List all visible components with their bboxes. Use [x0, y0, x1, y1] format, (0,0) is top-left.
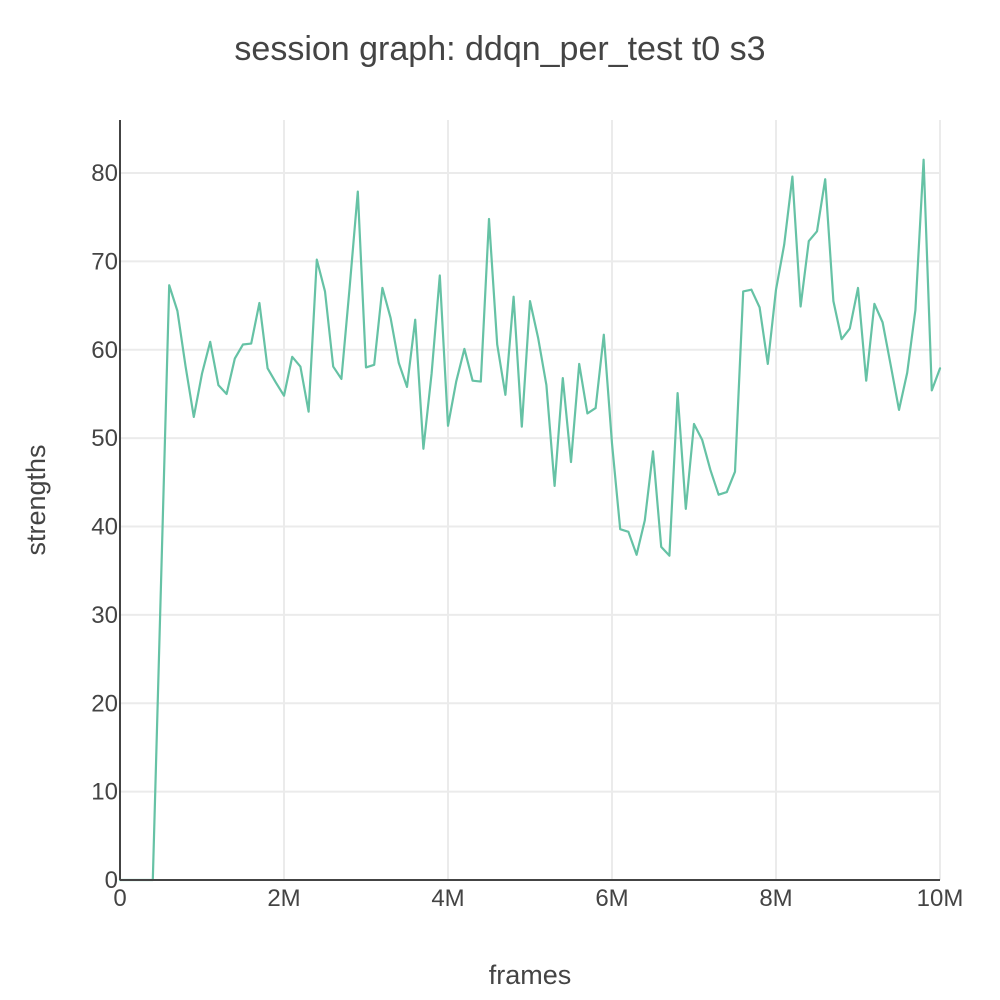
- y-tick-label: 0: [105, 867, 118, 894]
- y-tick-label: 20: [91, 690, 118, 717]
- y-tick-label: 10: [91, 779, 118, 806]
- x-tick-label: 0: [113, 885, 126, 912]
- y-tick-label: 70: [91, 248, 118, 275]
- y-gridlines: [120, 172, 940, 793]
- x-axis-label: frames: [489, 960, 572, 990]
- y-tick-label: 80: [91, 160, 118, 187]
- x-tick-label: 10M: [917, 885, 964, 912]
- y-tick-label: 40: [91, 514, 118, 541]
- x-tick-label: 4M: [431, 885, 464, 912]
- x-tick-label: 6M: [595, 885, 628, 912]
- y-tick-label: 30: [91, 602, 118, 629]
- x-tick-labels: 0 2M 4M 6M 8M 10M: [113, 885, 963, 912]
- y-tick-labels: 0 10 20 30 40 50 60 70 80: [91, 160, 118, 894]
- x-tick-label: 2M: [267, 885, 300, 912]
- series-group: [118, 158, 942, 882]
- y-axis-label: strengths: [21, 444, 51, 555]
- x-tick-label: 8M: [759, 885, 792, 912]
- chart-title: session graph: ddqn_per_test t0 s3: [234, 30, 765, 68]
- x-gridlines: [283, 120, 941, 880]
- y-tick-label: 60: [91, 337, 118, 364]
- series-line: [118, 158, 942, 882]
- y-tick-label: 50: [91, 425, 118, 452]
